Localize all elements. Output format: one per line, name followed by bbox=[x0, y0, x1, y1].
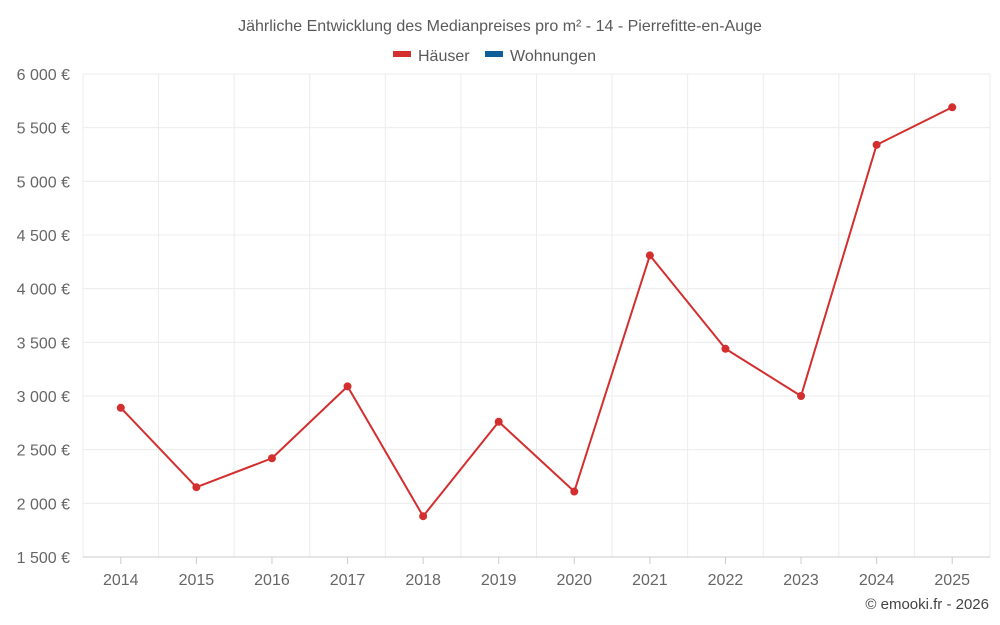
y-axis: 1 500 € 2 000 € 2 500 € 3 000 € 3 500 € 4 000… bbox=[17, 67, 70, 567]
legend-label-haeuser: Häuser bbox=[418, 48, 470, 65]
x-tick-label: 2022 bbox=[708, 572, 744, 589]
series-line-haeuser bbox=[120, 106, 953, 518]
x-tick-label: 2017 bbox=[330, 572, 366, 589]
data-point-haeuser[interactable] bbox=[872, 140, 881, 149]
data-point-haeuser[interactable] bbox=[645, 251, 654, 260]
x-tick-label: 2018 bbox=[405, 572, 441, 589]
x-tick-label: 2016 bbox=[254, 572, 290, 589]
y-tick-label: 5 000 € bbox=[17, 174, 70, 191]
y-tick-label: 4 000 € bbox=[17, 282, 70, 299]
data-point-haeuser[interactable] bbox=[494, 417, 503, 426]
x-tick-label: 2025 bbox=[934, 572, 970, 589]
x-tick-label: 2023 bbox=[783, 572, 819, 589]
y-tick-label: 4 500 € bbox=[17, 228, 70, 245]
y-tick-label: 6 000 € bbox=[17, 67, 70, 84]
legend-item-haeuser[interactable]: Häuser bbox=[393, 48, 470, 65]
data-point-haeuser[interactable] bbox=[419, 512, 428, 521]
data-point-haeuser[interactable] bbox=[570, 487, 579, 496]
y-tick-label: 3 500 € bbox=[17, 335, 70, 352]
chart-title: Jährliche Entwicklung des Medianpreises … bbox=[238, 18, 762, 35]
y-tick-label: 3 000 € bbox=[17, 389, 70, 406]
x-tick-label: 2021 bbox=[632, 572, 668, 589]
data-point-haeuser[interactable] bbox=[721, 344, 730, 353]
series-haeuser bbox=[116, 103, 957, 521]
x-tick-label: 2019 bbox=[481, 572, 517, 589]
legend-item-wohnungen[interactable]: Wohnungen bbox=[485, 48, 596, 65]
y-tick-label: 1 500 € bbox=[17, 550, 70, 567]
data-point-haeuser[interactable] bbox=[267, 454, 276, 463]
credit-text: © emooki.fr - 2026 bbox=[865, 596, 989, 613]
x-tick-label: 2015 bbox=[179, 572, 215, 589]
y-tick-label: 2 000 € bbox=[17, 496, 70, 513]
legend-label-wohnungen: Wohnungen bbox=[510, 48, 596, 65]
data-point-haeuser[interactable] bbox=[797, 392, 806, 400]
x-tick-label: 2014 bbox=[103, 572, 139, 589]
grid bbox=[82, 73, 991, 557]
data-point-haeuser[interactable] bbox=[192, 483, 201, 492]
data-point-haeuser[interactable] bbox=[343, 382, 352, 391]
legend-swatch-wohnungen bbox=[485, 51, 503, 57]
y-tick-label: 5 500 € bbox=[17, 121, 70, 138]
x-axis: 2014 2015 2016 2017 2018 2019 2020 2021 2022 2023… bbox=[83, 556, 990, 589]
data-point-haeuser[interactable] bbox=[948, 103, 957, 112]
x-tick-label: 2020 bbox=[556, 572, 592, 589]
legend-swatch-haeuser bbox=[393, 51, 411, 57]
x-tick-label: 2024 bbox=[859, 572, 895, 589]
legend: Häuser Wohnungen bbox=[393, 48, 596, 65]
y-tick-label: 2 500 € bbox=[17, 443, 70, 460]
data-point-haeuser[interactable] bbox=[116, 403, 125, 412]
